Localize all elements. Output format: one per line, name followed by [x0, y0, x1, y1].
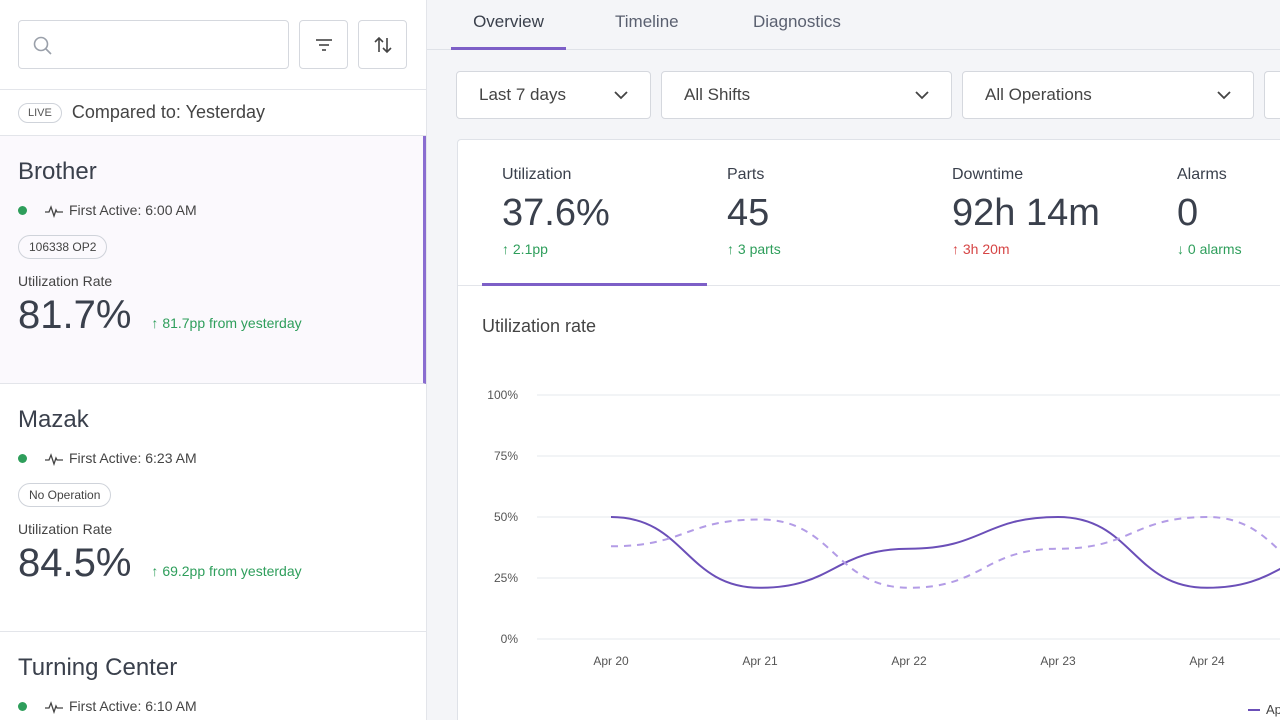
- first-active: First Active: 6:23 AM: [69, 450, 197, 466]
- operation-chip: No Operation: [18, 483, 112, 507]
- y-tick-label: 0%: [501, 632, 519, 646]
- legend-label[interactable]: Ap: [1266, 702, 1280, 717]
- live-badge: LIVE: [18, 102, 62, 123]
- utilization-delta-text: 81.7pp from yesterday: [162, 315, 302, 331]
- kpi-value: 0: [1177, 192, 1199, 234]
- kpi-delta-text: 0 alarms: [1187, 241, 1242, 257]
- kpi-alarms[interactable]: Alarms 0 ↓ 0 alarms: [1133, 140, 1280, 286]
- series-line-solid: [610, 515, 1280, 589]
- arrow-up-icon: ↑: [727, 241, 734, 257]
- shift-value: All Shifts: [684, 85, 751, 104]
- kpi-label: Utilization: [502, 166, 572, 183]
- operation-select[interactable]: All Operations: [962, 71, 1254, 119]
- overview-card: Utilization 37.6% ↑ 2.1pp Parts 45 ↑ 3 pa…: [457, 139, 1280, 720]
- active-kpi-indicator: [482, 283, 707, 286]
- tab-overview[interactable]: Overview: [451, 0, 566, 50]
- kpi-delta-text: 3h 20m: [962, 241, 1010, 257]
- machine-name: Mazak: [18, 406, 89, 433]
- kpi-downtime[interactable]: Downtime 92h 14m ↑ 3h 20m: [908, 140, 1133, 286]
- x-tick-label: Apr 22: [891, 654, 927, 668]
- kpi-value: 92h 14m: [952, 192, 1100, 234]
- x-tick-label: Apr 24: [1189, 654, 1225, 668]
- utilization-value: 84.5%: [18, 541, 132, 585]
- chevron-down-icon: [614, 90, 628, 99]
- kpi-label: Parts: [727, 166, 765, 183]
- machine-name: Turning Center: [18, 654, 178, 681]
- search-input[interactable]: [18, 20, 289, 69]
- chart-title: Utilization rate: [482, 316, 597, 336]
- first-active: First Active: 6:10 AM: [69, 698, 197, 714]
- kpi-delta: ↑ 3h 20m: [952, 241, 1133, 257]
- arrow-up-icon: ↑: [502, 241, 509, 257]
- tab-timeline[interactable]: Timeline: [615, 12, 679, 31]
- utilization-value: 81.7%: [18, 293, 132, 337]
- filter-button[interactable]: [299, 20, 348, 69]
- comparison-bar: LIVE Compared to: Yesterday: [0, 89, 426, 136]
- pulse-icon: [45, 700, 63, 714]
- divider: [458, 285, 1280, 286]
- kpi-value: 45: [727, 192, 770, 234]
- search-icon: [33, 36, 52, 55]
- tab-bar: Overview Timeline Diagnostics: [427, 0, 1280, 50]
- kpi-delta: ↓ 0 alarms: [1177, 241, 1280, 257]
- y-tick-label: 50%: [494, 510, 518, 524]
- kpi-delta: ↑ 3 parts: [727, 241, 908, 257]
- status-dot: [18, 206, 27, 215]
- date-range-select[interactable]: Last 7 days: [456, 71, 651, 119]
- utilization-chart: 0% 25% 50% 75% 100% Apr 20 Apr 21 Apr 22 Apr 23 A…: [487, 388, 1280, 717]
- x-tick-label: Apr 23: [1040, 654, 1076, 668]
- kpi-delta-text: 2.1pp: [512, 241, 548, 257]
- machine-card[interactable]: Brother First Active: 6:00 AM 106338 OP2 …: [0, 136, 426, 384]
- first-active: First Active: 6:00 AM: [69, 202, 197, 218]
- y-tick-label: 75%: [494, 449, 518, 463]
- status-dot: [18, 702, 27, 711]
- operation-value: All Operations: [985, 85, 1092, 104]
- activity-row: First Active: 6:00 AM: [18, 202, 423, 219]
- utilization-label: Utilization Rate: [18, 273, 113, 289]
- more-filter-select[interactable]: [1264, 71, 1280, 119]
- filter-icon: [315, 38, 332, 51]
- status-dot: [18, 454, 27, 463]
- kpi-utilization[interactable]: Utilization 37.6% ↑ 2.1pp: [458, 140, 683, 286]
- utilization-delta-text: 69.2pp from yesterday: [162, 563, 302, 579]
- series-line-dashed: [610, 515, 1280, 589]
- machine-card[interactable]: Turning Center First Active: 6:10 AM: [0, 632, 426, 715]
- pulse-icon: [45, 452, 63, 466]
- operation-chip: 106338 OP2: [18, 235, 108, 259]
- machine-name: Brother: [18, 158, 97, 185]
- sort-icon: [373, 36, 392, 53]
- shift-select[interactable]: All Shifts: [661, 71, 952, 119]
- activity-row: First Active: 6:23 AM: [18, 450, 426, 467]
- machine-card[interactable]: Mazak First Active: 6:23 AM No Operation …: [0, 384, 426, 632]
- kpi-delta-text: 3 parts: [737, 241, 781, 257]
- kpi-value: 37.6%: [502, 192, 610, 234]
- utilization-label: Utilization Rate: [18, 521, 113, 537]
- utilization-delta: ↑ 81.7pp from yesterday: [151, 315, 302, 331]
- kpi-label: Downtime: [952, 166, 1024, 183]
- machine-sidebar: LIVE Compared to: Yesterday Brother Firs…: [0, 0, 427, 720]
- kpi-label: Alarms: [1177, 166, 1227, 183]
- arrow-up-icon: ↑: [952, 241, 959, 257]
- y-tick-label: 100%: [487, 388, 518, 402]
- date-range-value: Last 7 days: [479, 85, 566, 104]
- sort-button[interactable]: [358, 20, 407, 69]
- chevron-down-icon: [915, 90, 929, 99]
- utilization-delta: ↑ 69.2pp from yesterday: [151, 563, 302, 579]
- activity-row: First Active: 6:10 AM: [18, 698, 426, 715]
- arrow-down-icon: ↓: [1177, 241, 1184, 257]
- kpi-delta: ↑ 2.1pp: [502, 241, 683, 257]
- chevron-down-icon: [1217, 90, 1231, 99]
- x-tick-label: Apr 20: [593, 654, 629, 668]
- tab-diagnostics[interactable]: Diagnostics: [753, 12, 841, 31]
- kpi-parts[interactable]: Parts 45 ↑ 3 parts: [683, 140, 908, 286]
- pulse-icon: [45, 204, 63, 218]
- x-tick-label: Apr 21: [742, 654, 778, 668]
- compared-to-label[interactable]: Compared to: Yesterday: [71, 102, 265, 122]
- y-tick-label: 25%: [494, 571, 518, 585]
